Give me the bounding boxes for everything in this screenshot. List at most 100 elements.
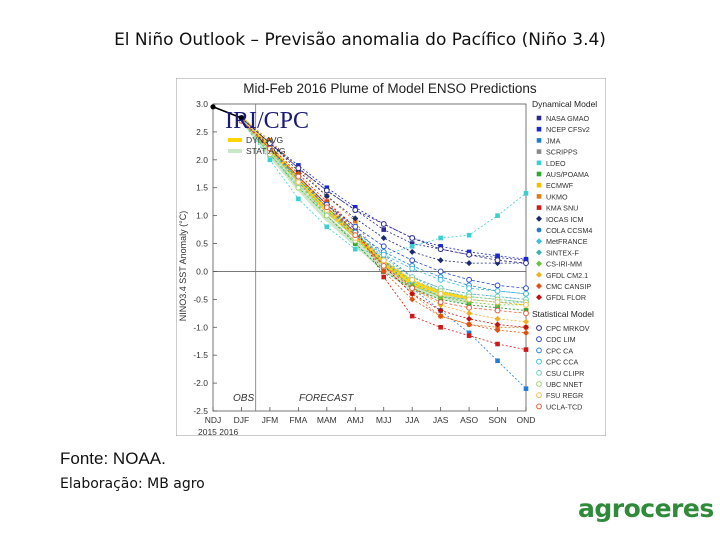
y-tick-label: 1.0 <box>196 211 208 221</box>
data-point <box>295 184 302 191</box>
x-tick-label: JJA <box>405 415 420 425</box>
data-point <box>323 193 330 200</box>
data-point <box>523 310 529 317</box>
data-point <box>495 213 500 218</box>
x-axis-ticks: NDJ DJF JFM FMA MAM AMJ MJJ JJA JAS ASO SON OND <box>205 407 536 425</box>
x-tick-label: JAS <box>433 415 449 425</box>
legend-marker-gfdl-cm2-1 <box>536 271 542 278</box>
legend-marker-cpc-cca <box>536 358 542 365</box>
data-point <box>466 251 472 258</box>
legend-entry-ldeo: LDEO <box>546 159 566 168</box>
legend-marker-jma <box>536 138 542 143</box>
legend-entry-metfrance: MetFRANCE <box>546 237 588 246</box>
legend-marker-cmc-cansip <box>536 283 542 289</box>
legend-entry-iocas-icm: IOCAS ICM <box>546 215 584 224</box>
y-tick-label: 3.0 <box>196 99 208 109</box>
data-point <box>409 265 416 272</box>
data-point <box>494 327 501 334</box>
data-point <box>380 243 387 250</box>
data-point <box>438 324 443 330</box>
data-point <box>267 145 273 152</box>
data-point <box>409 313 415 319</box>
data-point <box>437 313 444 320</box>
data-point <box>437 246 444 253</box>
x-tick-label: MAM <box>317 415 337 425</box>
data-point <box>523 256 529 262</box>
chart-frame <box>175 77 607 437</box>
legend-marker-csu-clipr <box>536 369 542 376</box>
data-point <box>267 157 273 163</box>
data-point <box>409 235 416 241</box>
year-label: 2015 2016 <box>198 427 238 436</box>
legend-entry-kma-snu: KMA SNU <box>546 204 578 213</box>
legend-marker-aus-poama <box>536 171 542 177</box>
legend-marker-cdc-lim <box>536 336 542 343</box>
data-point <box>523 290 529 297</box>
iri-cpc-watermark: IRI/CPC <box>225 108 309 134</box>
data-point <box>466 333 472 338</box>
data-point <box>466 315 473 322</box>
data-point <box>494 299 501 306</box>
data-point <box>380 262 387 269</box>
data-point <box>295 165 302 172</box>
legend-dynamical-title: Dynamical Model <box>532 99 597 109</box>
data-point <box>409 244 415 249</box>
data-point <box>324 224 330 230</box>
data-point <box>380 234 387 241</box>
observed-series <box>210 104 245 121</box>
data-point <box>437 257 444 264</box>
legend-label-dyn-avg: DYN AVG <box>246 135 283 145</box>
legend-entry-cpc-mrkov: CPC MRKOV <box>546 324 590 333</box>
forecast-label: FORECAST <box>299 393 354 404</box>
data-point <box>466 296 472 303</box>
data-point <box>438 235 443 241</box>
legend-entry-cdc-lim: CDC LIM <box>546 335 576 344</box>
observed-line <box>212 106 242 119</box>
legend-entry-ubc-nnet: UBC NNET <box>546 380 583 389</box>
data-point <box>466 310 473 317</box>
data-point <box>409 285 416 292</box>
legend-entry-ncep-cfsv2: NCEP CFSv2 <box>546 125 590 134</box>
data-point <box>409 241 415 246</box>
legend-marker-kma-snu <box>536 205 542 210</box>
data-point <box>437 299 444 306</box>
legend-entry-gfdl-cm2-1: GFDL CM2.1 <box>546 271 588 280</box>
data-point <box>466 285 472 292</box>
legend-entry-cmc-cansip: CMC CANSIP <box>546 282 591 291</box>
data-point <box>494 282 501 289</box>
legend-marker-fsu-regr <box>536 392 542 399</box>
data-point <box>437 290 444 297</box>
y-tick-label: -1.0 <box>193 322 208 332</box>
x-tick-label: FMA <box>289 415 307 425</box>
y-tick-label: -1.5 <box>193 350 208 360</box>
x-tick-label: OND <box>517 415 536 425</box>
y-axis-label: NINO3.4 SST Anomaly (°C) <box>178 211 188 321</box>
legend-entry-gfdl-flor: GFDL FLOR <box>546 293 586 302</box>
data-point <box>352 207 359 213</box>
data-point <box>494 321 501 328</box>
data-point <box>466 321 473 328</box>
data-point <box>352 223 359 230</box>
data-point <box>380 257 387 264</box>
legend-marker-ecmwf <box>536 182 542 188</box>
data-point <box>523 191 529 196</box>
legend-entry-scripps: SCRIPPS <box>546 148 578 157</box>
credit-note: Elaboração: MB agro <box>60 476 205 492</box>
data-point <box>466 260 473 267</box>
legend-marker-iocas-icm <box>536 215 542 222</box>
series-line <box>241 120 527 300</box>
y-tick-label: 1.5 <box>196 183 208 193</box>
x-tick-label: ASO <box>460 415 478 425</box>
data-point <box>466 330 472 336</box>
data-point <box>494 257 501 264</box>
data-point <box>295 173 302 180</box>
data-point <box>323 212 330 219</box>
legend-marker-scripps <box>536 149 542 154</box>
series-line <box>241 117 526 328</box>
y-tick-label: -0.5 <box>193 294 208 304</box>
legend-marker-sintex-f <box>536 249 542 256</box>
legend-entry-cs-iri-mm: CS-IRI-MM <box>546 260 582 269</box>
legend-statistical-title: Statistical Model <box>532 309 594 319</box>
x-tick-label: AMJ <box>347 415 364 425</box>
